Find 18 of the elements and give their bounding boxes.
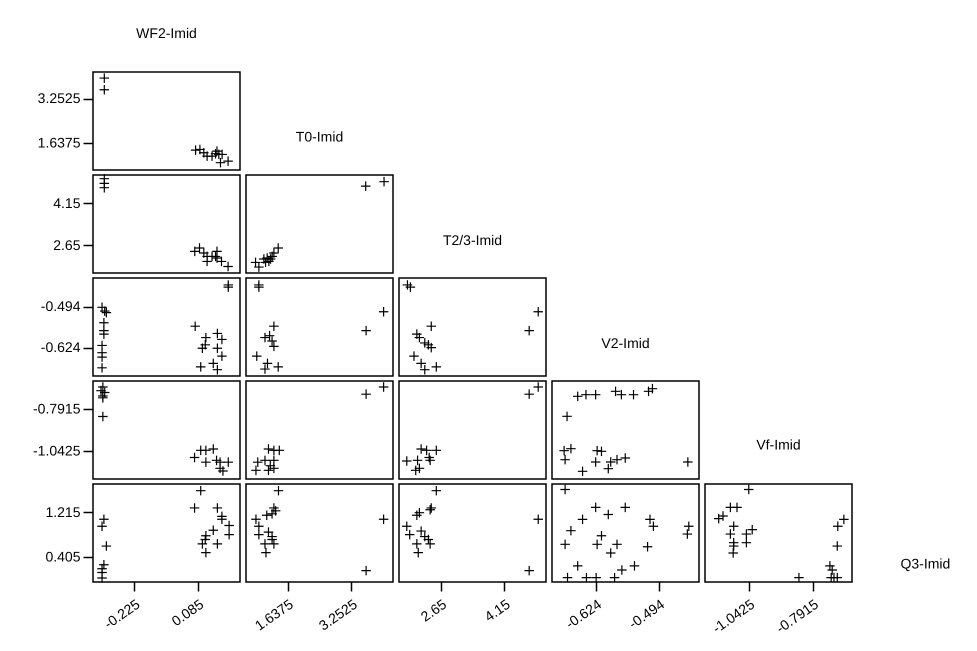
- y-tick-label: 1.215: [45, 504, 81, 520]
- y-tick-label: -0.624: [40, 339, 81, 356]
- chart-title: T2/3-Imid: [442, 232, 502, 248]
- y-tick-label: -0.7915: [33, 400, 81, 416]
- y-tick-label: 1.6375: [38, 134, 81, 150]
- y-tick-label: 2.65: [53, 236, 81, 253]
- chart-title: T0-Imid: [296, 128, 344, 145]
- y-tick-label: 4.15: [53, 194, 81, 211]
- y-tick-label: 0.405: [45, 548, 81, 565]
- x-tick-label: 2.65: [418, 596, 450, 625]
- x-tick-label: 4.15: [481, 596, 514, 625]
- chart-title: Vf-Imid: [756, 436, 801, 452]
- chart-title: WF2-Imid: [136, 24, 197, 41]
- chart-title: V2-Imid: [601, 335, 650, 351]
- y-tick-label: -0.494: [40, 298, 81, 314]
- y-tick-label: 3.2525: [38, 90, 81, 106]
- y-tick-label: -1.0425: [33, 442, 81, 458]
- y-axis-title: Q3-Imid: [900, 556, 950, 572]
